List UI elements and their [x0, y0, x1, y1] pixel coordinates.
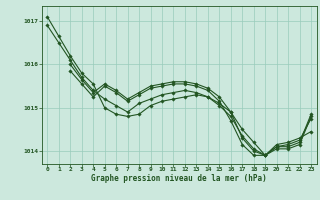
X-axis label: Graphe pression niveau de la mer (hPa): Graphe pression niveau de la mer (hPa)	[91, 174, 267, 183]
